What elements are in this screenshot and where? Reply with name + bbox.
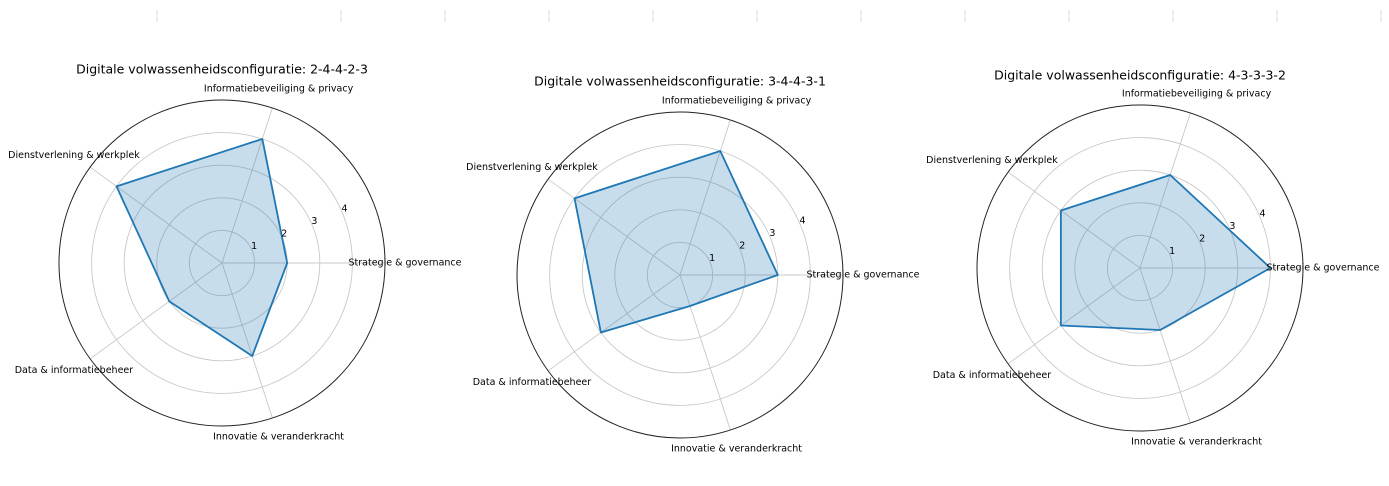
axis-label: Informatiebeveiliging & privacy	[1122, 88, 1272, 99]
axis-label: Innovatie & veranderkracht	[213, 432, 344, 443]
outer-ring	[516, 111, 844, 439]
axis-label: Strategie & governance	[349, 258, 462, 269]
axis-label: Dienstverlening & werkplek	[8, 150, 140, 161]
top-ticks	[156, 10, 1382, 22]
r-tick-label: 4	[1259, 209, 1265, 220]
area	[573, 150, 779, 334]
axis-label: Data & informatiebeheer	[15, 365, 134, 376]
r-tick-label: 2	[1199, 234, 1205, 245]
r-tick-label: 3	[1229, 221, 1235, 232]
axis-label: Dienstverlening & werkplek	[466, 162, 598, 173]
r-tick-label: 1	[709, 253, 715, 264]
spoke	[679, 274, 731, 431]
spoke	[89, 166, 223, 264]
spoke	[1007, 267, 1141, 365]
r-tick-label: 4	[341, 204, 347, 215]
r-tick-label: 3	[769, 228, 775, 239]
axis-label: Strategie & governance	[1267, 263, 1380, 274]
chart-title: Digitale volwassenheidsconfiguratie: 4-3…	[994, 68, 1286, 83]
spoke	[1139, 112, 1191, 269]
r-tick-label: 2	[739, 241, 745, 252]
spoke	[1139, 267, 1191, 424]
chart-title: Digitale volwassenheidsconfiguratie: 2-4…	[76, 62, 368, 77]
chart-title: Digitale volwassenheidsconfiguratie: 3-4…	[534, 74, 826, 89]
axis-label: Data & informatiebeheer	[473, 377, 592, 388]
area	[1059, 174, 1272, 331]
axis-label: Informatiebeveiliging & privacy	[204, 83, 354, 94]
outer-ring	[58, 99, 386, 427]
spoke	[221, 262, 273, 419]
spoke	[1007, 171, 1141, 269]
axis-label: Innovatie & veranderkracht	[671, 444, 802, 455]
area	[115, 138, 289, 357]
outer-ring	[976, 104, 1304, 432]
r-tick-label: 1	[251, 241, 257, 252]
axis-label: Informatiebeveiliging & privacy	[662, 95, 812, 106]
axis-label: Data & informatiebeheer	[933, 370, 1052, 381]
spoke	[89, 262, 223, 360]
spoke	[547, 178, 681, 276]
axis-label: Dienstverlening & werkplek	[926, 155, 1058, 166]
spoke	[547, 274, 681, 372]
spoke	[221, 107, 273, 264]
axis-label: Strategie & governance	[807, 270, 920, 281]
r-tick-label: 2	[281, 229, 287, 240]
spoke	[679, 119, 731, 276]
axis-label: Innovatie & veranderkracht	[1131, 437, 1262, 448]
r-tick-label: 3	[311, 216, 317, 227]
r-tick-label: 4	[799, 216, 805, 227]
r-tick-label: 1	[1169, 246, 1175, 257]
